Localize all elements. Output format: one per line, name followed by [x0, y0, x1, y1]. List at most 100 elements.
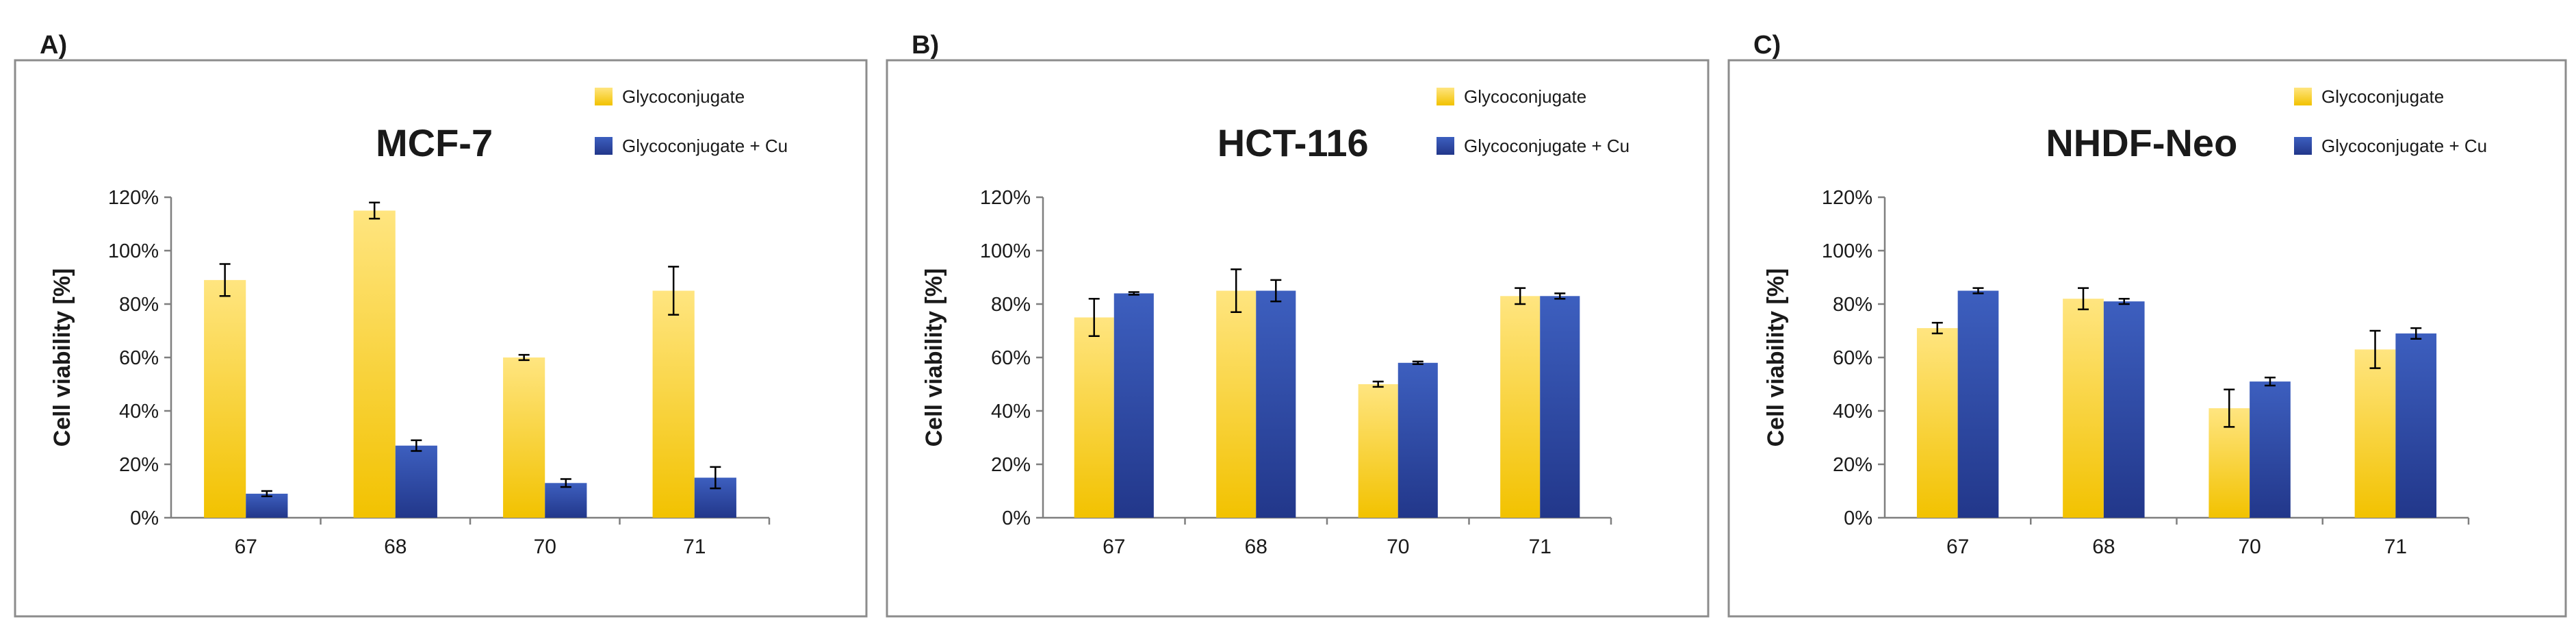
y-tick-label: 0% — [130, 507, 159, 529]
bar-70-glycoconjugate — [503, 357, 545, 518]
bar-67-glycoconjugate — [204, 279, 246, 518]
error-bar-70-2 — [1412, 360, 1424, 365]
y-tick-label: 120% — [980, 187, 1031, 209]
chart-title: MCF-7 — [376, 121, 493, 164]
chart-panel-3: C) NHDF-Neo Glycoconjugate Glycoconjugate +… — [1727, 31, 2567, 618]
error-bar-68-1 — [2078, 287, 2089, 311]
x-tick-label: 71 — [1529, 536, 1551, 558]
error-bar-71-1 — [2369, 329, 2381, 369]
x-tick-label: 70 — [2238, 536, 2261, 558]
bar-68-glycoconjugate-cu — [395, 445, 437, 518]
bar-70-glycoconjugate-cu — [545, 483, 587, 518]
legend-swatch-2 — [1437, 137, 1454, 155]
error-bar-67-2 — [1972, 287, 1984, 294]
y-tick-label: 40% — [1833, 401, 1872, 423]
bar-71-glycoconjugate — [1500, 296, 1541, 518]
bar-68-glycoconjugate-cu — [1256, 290, 1296, 518]
y-tick-label: 40% — [991, 401, 1031, 423]
y-axis-label: Cell viability [%] — [921, 268, 947, 447]
panel-label: A) — [40, 31, 67, 60]
error-bar-71-2 — [1554, 292, 1566, 300]
bar-68-glycoconjugate — [2063, 299, 2104, 518]
error-bar-71-2 — [2410, 327, 2422, 340]
y-tick-label: 100% — [1822, 240, 1872, 262]
y-tick-label: 20% — [991, 454, 1031, 476]
y-tick-label: 60% — [991, 347, 1031, 369]
legend-label-1: Glycoconjugate — [2321, 86, 2444, 107]
x-tick-label: 67 — [1103, 536, 1125, 558]
chart-title: HCT-116 — [1218, 121, 1369, 164]
error-bar-70-2 — [560, 478, 571, 488]
y-axis-label: Cell viability [%] — [1763, 268, 1789, 447]
y-tick-label: 120% — [1822, 187, 1872, 209]
error-bar-68-2 — [1270, 279, 1282, 303]
bar-71-glycoconjugate-cu — [2395, 333, 2437, 518]
bar-67-glycoconjugate-cu — [246, 493, 288, 518]
error-bar-67-1 — [1088, 297, 1100, 338]
panel-label: C) — [1753, 31, 1781, 60]
error-bar-67-1 — [1931, 322, 1943, 335]
x-tick-label: 70 — [534, 536, 556, 558]
error-bar-68-2 — [411, 439, 422, 452]
panel-frame — [886, 59, 1710, 618]
legend-swatch-2 — [595, 137, 613, 155]
y-tick-label: 60% — [1833, 347, 1872, 369]
legend-swatch-1 — [1437, 88, 1454, 105]
legend-label-2: Glycoconjugate + Cu — [622, 136, 788, 156]
chart-title: NHDF-Neo — [2046, 121, 2237, 164]
bar-70-glycoconjugate — [1358, 384, 1398, 518]
x-tick-label: 68 — [2092, 536, 2115, 558]
bar-71-glycoconjugate — [2354, 349, 2396, 518]
y-axis-label: Cell viability [%] — [49, 268, 75, 447]
error-bar-67-2 — [261, 490, 272, 498]
legend-swatch-1 — [595, 88, 613, 105]
bar-67-glycoconjugate — [1916, 328, 1958, 518]
y-tick-label: 100% — [108, 240, 159, 262]
x-tick-label: 71 — [2384, 536, 2407, 558]
legend-label-2: Glycoconjugate + Cu — [1464, 136, 1630, 156]
x-tick-label: 68 — [1245, 536, 1267, 558]
error-bar-71-1 — [668, 266, 680, 316]
bar-68-glycoconjugate — [1216, 290, 1257, 518]
error-bar-71-2 — [710, 466, 721, 490]
y-tick-label: 80% — [991, 294, 1031, 316]
panel-frame — [14, 59, 868, 618]
error-bar-71-1 — [1515, 287, 1526, 305]
panel-frame — [1727, 59, 2567, 618]
legend-swatch-1 — [2294, 88, 2312, 105]
legend-label-2: Glycoconjugate + Cu — [2321, 136, 2487, 156]
error-bar-67-2 — [1128, 291, 1139, 296]
panel-label: B) — [912, 31, 939, 60]
error-bar-70-1 — [1372, 380, 1384, 388]
y-tick-label: 20% — [1833, 454, 1872, 476]
y-tick-label: 120% — [108, 187, 159, 209]
error-bar-68-2 — [2118, 297, 2130, 305]
bar-68-glycoconjugate-cu — [2103, 301, 2145, 518]
y-tick-label: 80% — [1833, 294, 1872, 316]
y-tick-label: 100% — [980, 240, 1031, 262]
legend-label-1: Glycoconjugate — [622, 86, 745, 107]
bar-67-glycoconjugate — [1074, 317, 1114, 518]
y-tick-label: 60% — [119, 347, 159, 369]
x-tick-label: 71 — [683, 536, 706, 558]
error-bar-68-1 — [369, 201, 381, 220]
chart-panel-2: B) HCT-116 Glycoconjugate Glycoconjugate + … — [886, 31, 1710, 618]
bar-67-glycoconjugate-cu — [1113, 293, 1154, 518]
bar-71-glycoconjugate — [652, 290, 695, 518]
error-bar-67-1 — [219, 263, 231, 297]
error-bar-70-1 — [2224, 388, 2235, 428]
error-bar-70-1 — [518, 353, 530, 362]
bar-67-glycoconjugate-cu — [1957, 290, 1999, 518]
x-tick-label: 67 — [1946, 536, 1969, 558]
error-bar-68-1 — [1231, 268, 1242, 313]
bar-68-glycoconjugate — [353, 210, 396, 518]
y-tick-label: 0% — [1844, 507, 1872, 529]
legend-label-1: Glycoconjugate — [1464, 86, 1586, 107]
error-bar-70-2 — [2264, 377, 2276, 387]
bar-70-glycoconjugate-cu — [1398, 362, 1438, 518]
bar-70-glycoconjugate-cu — [2250, 381, 2291, 518]
bar-71-glycoconjugate-cu — [1540, 296, 1580, 518]
y-tick-label: 20% — [119, 454, 159, 476]
y-tick-label: 0% — [1002, 507, 1031, 529]
